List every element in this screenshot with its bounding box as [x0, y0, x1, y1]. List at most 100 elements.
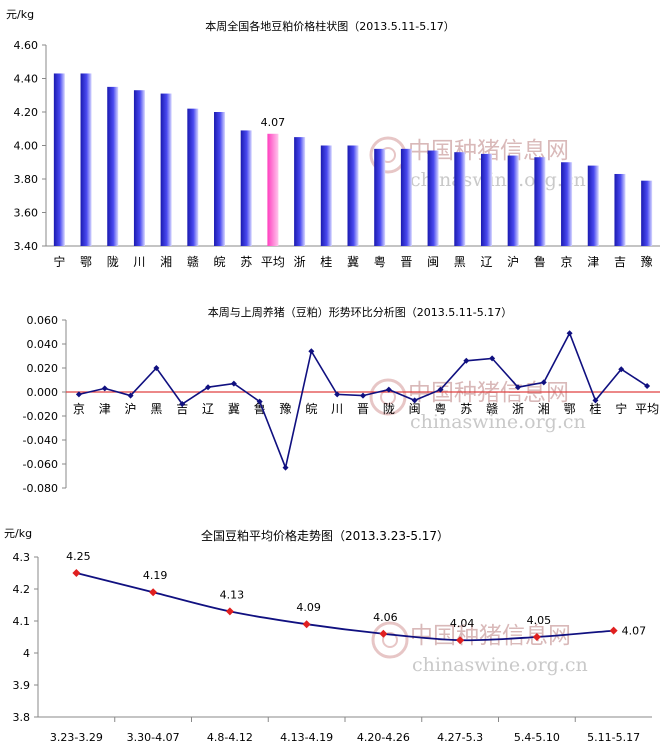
chart2-point — [282, 464, 289, 471]
chart3-x-tick-label: 4.13-4.19 — [280, 731, 333, 744]
chart1-y-tick-label: 3.80 — [14, 173, 39, 186]
watermark-en-text: chinaswine.org.cn — [412, 654, 588, 676]
chart3-point — [379, 629, 388, 638]
watermark-logo-core — [382, 632, 398, 648]
watermark-logo-ring — [371, 621, 409, 659]
chart2-y-tick-label: 0.060 — [27, 314, 59, 327]
chart1-x-tick-label: 粤 — [374, 254, 386, 269]
chart1-bar — [160, 93, 172, 246]
chart1-x-tick-label: 辽 — [480, 255, 492, 269]
chart2-x-tick-label: 冀 — [228, 402, 240, 416]
chart1-x-tick-label: 冀 — [347, 255, 359, 269]
chart1-bar — [507, 155, 519, 246]
chart3-x-tick-label: 3.30-4.07 — [127, 731, 180, 744]
chart1-x-tick-label: 津 — [587, 255, 599, 269]
chart1-x-tick-label: 吉 — [614, 255, 626, 269]
chart1-bar — [53, 73, 65, 246]
chart3-x-tick-label: 4.20-4.26 — [357, 731, 410, 744]
chart3-title: 全国豆粕平均价格走势图（2013.3.23-5.17） — [201, 528, 449, 543]
chart3-point — [72, 569, 81, 577]
chart2-x-tick-label: 津 — [99, 402, 111, 416]
chart1-bar — [80, 73, 92, 246]
chart1-x-tick-label: 鲁 — [534, 255, 546, 269]
chart1-x-tick-label: 皖 — [214, 255, 226, 269]
chart2-x-tick-label: 闽 — [409, 402, 421, 416]
chart2-x-tick-label: 苏 — [460, 402, 472, 416]
chart2-x-tick-label: 豫 — [280, 402, 292, 416]
chart1-x-tick-label: 豫 — [641, 255, 653, 269]
chart2-x-tick-label: 沪 — [125, 402, 137, 416]
chart2-point — [618, 366, 625, 373]
chart3-y-tick-label: 4 — [23, 647, 30, 660]
chart2-point — [411, 397, 418, 404]
chart1-bar — [374, 148, 386, 246]
chart2-y-tick-label: 0.000 — [27, 386, 59, 399]
chart2-point — [75, 391, 82, 398]
chart2-x-tick-label: 京 — [73, 402, 85, 416]
chart3-data-label: 4.13 — [220, 588, 245, 601]
chart2-point — [437, 386, 444, 393]
watermark-cn-text: 中国种猪信息网 — [408, 380, 569, 406]
chart2-point — [127, 392, 134, 399]
chart1-y-tick-label: 3.40 — [14, 240, 39, 253]
chart1-x-tick-label: 苏 — [240, 255, 252, 269]
watermark-en-text: chinaswine.org.cn — [410, 411, 586, 433]
chart2-point — [592, 397, 599, 404]
chart3-y-tick-label: 4.2 — [13, 583, 31, 596]
chart2-point — [179, 401, 186, 407]
chart3-series-line — [76, 572, 614, 642]
chart3-data-label: 4.19 — [143, 569, 168, 582]
chart2-point — [101, 385, 108, 392]
chart1-x-tick-label: 晋 — [400, 255, 412, 269]
chart2-x-tick-label: 平均 — [635, 402, 659, 416]
chart2-y-tick-label: -0.040 — [23, 434, 58, 447]
chart1-x-tick-label: 鄂 — [80, 255, 92, 269]
chart2-x-tick-label: 晋 — [357, 402, 369, 416]
chart1-x-tick-label: 沪 — [507, 255, 519, 269]
chart1-x-tick-label: 浙 — [294, 255, 306, 269]
chart2-x-tick-label: 川 — [331, 402, 343, 416]
chart1-y-tick-label: 4.00 — [14, 140, 39, 153]
chart2-y-tick-label: -0.060 — [23, 458, 58, 471]
chart2-x-tick-label: 宁 — [615, 401, 627, 416]
chart3-data-label: 4.05 — [527, 614, 552, 627]
chart3-data-label: 4.06 — [373, 611, 398, 624]
chart2-x-tick-label: 桂 — [589, 401, 601, 416]
chart1-bar — [614, 173, 626, 246]
chart2-y-tick-label: 0.020 — [27, 362, 59, 375]
chart3-y-tick-label: 3.9 — [13, 679, 31, 692]
chart2-x-tick-label: 鄂 — [564, 402, 576, 416]
chart3-x-tick-label: 5.11-5.17 — [587, 731, 640, 744]
chart2-x-tick-label: 吉 — [176, 402, 188, 416]
chart1-x-tick-label: 宁 — [53, 254, 65, 269]
chart1-bar — [480, 153, 492, 246]
chart3-x-tick-label: 3.23-3.29 — [50, 731, 103, 744]
chart1-bar — [240, 130, 252, 246]
chart1-bar — [347, 145, 359, 246]
chart3-point — [302, 620, 311, 629]
chart1-x-tick-label: 川 — [133, 255, 145, 269]
chart1-x-tick-label: 湘 — [160, 254, 172, 269]
chart1-bar — [214, 112, 226, 246]
chart3-data-label: 4.04 — [450, 617, 475, 630]
chart1-x-tick-label: 京 — [561, 255, 573, 269]
chart1-ylabel: 元/kg — [6, 8, 34, 21]
chart3-point — [456, 636, 465, 645]
chart2-point — [540, 379, 547, 386]
chart1-y-tick-label: 3.60 — [14, 207, 39, 220]
chart1-x-tick-label: 黑 — [454, 255, 466, 269]
chart3-x-tick-label: 4.8-4.12 — [207, 731, 253, 744]
chart1-x-tick-label: 桂 — [320, 254, 332, 269]
chart2-point — [644, 383, 651, 389]
chart2-point — [334, 391, 341, 398]
chart2-point — [566, 330, 573, 337]
chart2-point — [230, 380, 237, 387]
chart1-x-tick-label: 平均 — [261, 255, 285, 269]
chart1-x-tick-label: 闽 — [427, 255, 439, 269]
chart1-bar — [427, 150, 439, 246]
chart2-y-tick-label: -0.080 — [23, 482, 58, 495]
chart1-y-tick-label: 4.60 — [14, 39, 39, 52]
chart1-data-label: 4.07 — [261, 116, 286, 129]
chart3-ylabel: 元/kg — [4, 527, 32, 540]
chart1-bar — [133, 90, 145, 246]
